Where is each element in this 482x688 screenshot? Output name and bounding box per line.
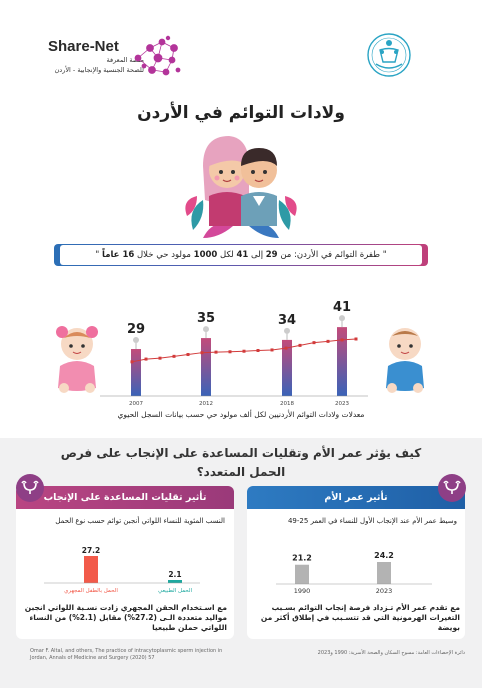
bar-value-label: 35 <box>197 311 215 326</box>
bar-value-label: 29 <box>127 322 145 337</box>
bar-pregnancy-type-2 <box>168 580 182 583</box>
hpc-logo-icon <box>367 33 411 77</box>
source-citation-right: دائرة الإحصاءات العامة: مسوح السكان والص… <box>317 650 465 656</box>
x-tick-label: 2023 <box>335 401 349 407</box>
trend-point <box>172 354 176 358</box>
bar-value-label: 34 <box>278 313 296 328</box>
banner-text-2: إلى <box>251 250 264 260</box>
network-logo-icon <box>134 35 181 76</box>
banner-num-1: 29 <box>265 250 278 260</box>
brand-subtitle-2: للصحة الجنسية والإنجابية - الأردن <box>54 66 144 74</box>
maternal-age-note: مع تقدم عمر الأم تـزداد فرصة إنجاب التوا… <box>260 603 460 632</box>
bar-marker-dot <box>133 337 139 344</box>
trend-point <box>144 357 148 361</box>
trend-point <box>312 341 316 345</box>
x-tick-label: 2007 <box>129 401 143 407</box>
question-heading-line-2: الحمل المتعدد؟ <box>196 465 286 479</box>
x-tick-label: الحمل بالطفل المجهري <box>64 588 118 594</box>
trend-point <box>256 348 260 352</box>
twin-rate-chart: 29 2007 35 2012 34 2018 41 2023 <box>100 300 368 407</box>
maternal-age-card <box>247 486 465 639</box>
trend-point <box>354 337 358 341</box>
banner-text-1: طفرة التوائم في الأردن: من <box>280 250 380 260</box>
assisted-reproduction-card <box>16 486 234 639</box>
x-tick-label: 2018 <box>280 401 294 407</box>
bar-2007 <box>131 349 141 396</box>
bar-value-label: 27.2 <box>82 546 101 555</box>
baby-boy-icon <box>386 328 424 393</box>
trend-point <box>200 351 204 355</box>
bar-value-label: 21.2 <box>292 554 312 563</box>
trend-point <box>186 353 190 357</box>
bar-value-label: 2.1 <box>168 570 181 579</box>
trend-point <box>242 349 246 353</box>
headline-banner: " طفرة التوائم في الأردن: من 29 إلى 41 ل… <box>60 245 422 265</box>
x-tick-label: 1990 <box>294 587 311 595</box>
uterus-icon <box>438 474 466 502</box>
baby-girl-icon <box>56 326 98 393</box>
banner-num-3: 1000 <box>193 250 218 260</box>
bar-pregnancy-type-1 <box>84 556 98 583</box>
maternal-age-heading: تأثير عمر الأم <box>247 486 465 509</box>
bar-2012 <box>201 338 211 396</box>
assisted-reproduction-note: مع اسـتخدام الحقن المجهري زادت نسـبة الل… <box>24 603 227 632</box>
trend-point <box>214 350 218 354</box>
trend-point <box>270 348 274 352</box>
bar-value-label: 41 <box>333 300 351 315</box>
banner-quote-open: " <box>382 250 387 260</box>
uterus-icon <box>16 474 44 502</box>
trend-point <box>158 356 162 360</box>
brand-subtitle-1: منصة المعرفة <box>106 56 145 64</box>
question-heading-line-1: كيف يؤثر عمر الأم وتقليات المساعدة على ا… <box>60 446 422 460</box>
trend-point <box>298 343 302 347</box>
trend-point <box>228 350 232 354</box>
trend-point <box>326 339 330 343</box>
bar-value-label: 24.2 <box>374 551 394 560</box>
assisted-reproduction-heading: تأثير تقليات المساعدة على الإنجاب <box>16 486 234 509</box>
chart-caption: معدلات ولادات التوائم الأردنيين لكل ألف … <box>117 410 365 419</box>
bar-marker-dot <box>339 315 345 322</box>
banner-num-4: 16 عاماً <box>102 250 135 260</box>
trend-point <box>130 360 134 364</box>
bar-2023 <box>377 562 391 584</box>
x-tick-label: 2023 <box>376 587 393 595</box>
maternal-age-chart: 21.2 1990 24.2 2023 <box>276 551 432 595</box>
twins-illustration-icon <box>185 136 297 238</box>
trend-point <box>284 346 288 350</box>
maternal-age-subtitle: وسيط عمر الأم عند الإنجاب الأول للنساء ف… <box>287 517 457 525</box>
banner-text-4: مولود حي خلال <box>136 250 191 260</box>
x-tick-label: الحمل الطبيعي <box>158 588 193 594</box>
brand-title: Share-Net <box>48 38 119 55</box>
bar-2018 <box>282 339 292 396</box>
banner-text-3: لكل <box>220 250 234 260</box>
pregnancy-type-chart: 27.2 الحمل بالطفل المجهري 2.1 الحمل الطبيعي <box>44 546 200 594</box>
bar-marker-dot <box>284 327 290 334</box>
trend-point <box>340 338 344 342</box>
banner-quote-close: " <box>95 250 100 260</box>
bar-1990 <box>295 564 309 584</box>
bar-marker-dot <box>203 326 209 333</box>
page-title: ولادات التوائم في الأردن <box>137 103 345 123</box>
banner-num-2: 41 <box>236 250 249 260</box>
x-tick-label: 2012 <box>199 401 213 407</box>
assisted-reproduction-subtitle: النسب المئوية للنساء اللواتي أنجبن توائم… <box>55 517 225 525</box>
bar-2023 <box>337 327 347 396</box>
source-citation-left: Omar F. Altal, and others, The practice … <box>30 648 223 661</box>
